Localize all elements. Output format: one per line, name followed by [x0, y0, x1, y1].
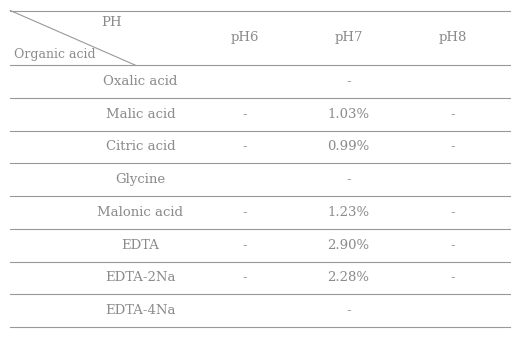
- Text: EDTA-2Na: EDTA-2Na: [105, 271, 176, 284]
- Text: EDTA: EDTA: [122, 239, 159, 252]
- Text: -: -: [450, 206, 454, 219]
- Text: -: -: [242, 271, 246, 284]
- Text: -: -: [242, 206, 246, 219]
- Text: pH8: pH8: [438, 31, 466, 44]
- Text: 1.03%: 1.03%: [327, 108, 370, 121]
- Text: pH6: pH6: [230, 31, 258, 44]
- Text: 2.90%: 2.90%: [327, 239, 370, 252]
- Text: EDTA-4Na: EDTA-4Na: [105, 304, 176, 317]
- Text: 0.99%: 0.99%: [327, 140, 370, 153]
- Text: -: -: [450, 239, 454, 252]
- Text: pH7: pH7: [334, 31, 362, 44]
- Text: -: -: [450, 108, 454, 121]
- Text: -: -: [450, 140, 454, 153]
- Text: -: -: [450, 271, 454, 284]
- Text: 1.23%: 1.23%: [327, 206, 370, 219]
- Text: Malonic acid: Malonic acid: [97, 206, 184, 219]
- Text: Organic acid: Organic acid: [14, 48, 95, 61]
- Text: -: -: [346, 173, 350, 186]
- Text: -: -: [242, 239, 246, 252]
- Text: -: -: [346, 304, 350, 317]
- Text: Oxalic acid: Oxalic acid: [103, 75, 178, 88]
- Text: -: -: [242, 108, 246, 121]
- Text: -: -: [346, 75, 350, 88]
- Text: Citric acid: Citric acid: [106, 140, 175, 153]
- Text: 2.28%: 2.28%: [328, 271, 369, 284]
- Text: Malic acid: Malic acid: [106, 108, 175, 121]
- Text: Glycine: Glycine: [115, 173, 165, 186]
- Text: -: -: [242, 140, 246, 153]
- Text: PH: PH: [101, 17, 122, 29]
